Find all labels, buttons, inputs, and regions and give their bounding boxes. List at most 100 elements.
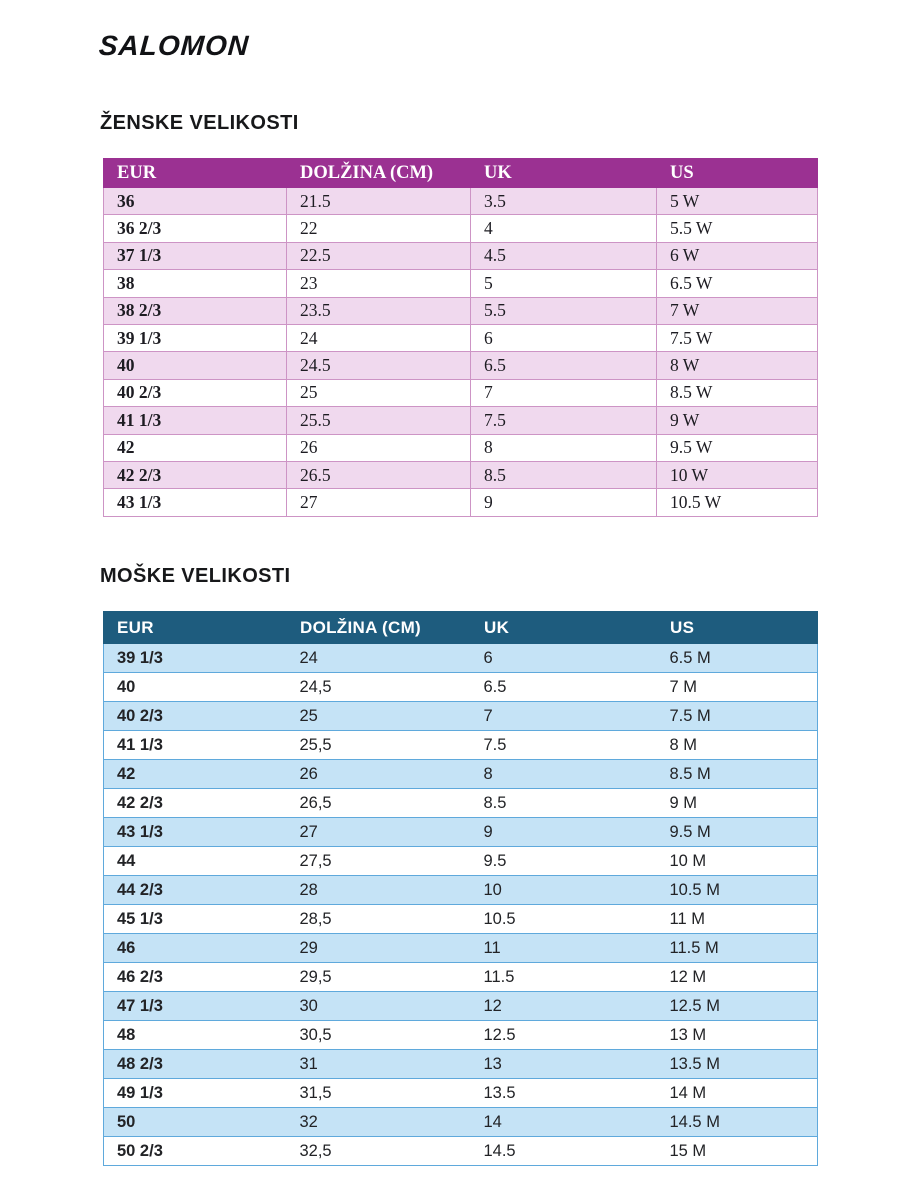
length-cm-cell: 26 — [286, 433, 471, 462]
eur-size-cell: 50 2/3 — [103, 1136, 287, 1166]
length-cm-cell: 27,5 — [286, 846, 471, 876]
table-row: 40 24,5 6.5 7 M — [103, 672, 818, 702]
table-row: 45 1/3 28,5 10.5 11 M — [103, 904, 818, 934]
uk-size-cell: 5 — [470, 269, 657, 298]
table-row: 41 1/3 25,5 7.5 8 M — [103, 730, 818, 760]
us-size-cell: 14.5 M — [656, 1107, 818, 1137]
col-header-eur: EUR — [103, 158, 287, 188]
eur-size-cell: 42 — [103, 759, 287, 789]
us-size-cell: 12.5 M — [656, 991, 818, 1021]
col-header-uk: UK — [470, 158, 657, 188]
table-row: 42 26 8 9.5 W — [103, 433, 818, 462]
women-sizes-title: ŽENSKE VELIKOSTI — [100, 112, 299, 134]
men-sizes-title: MOŠKE VELIKOSTI — [100, 565, 291, 587]
uk-size-cell: 13.5 — [470, 1078, 657, 1108]
us-size-cell: 7.5 W — [656, 323, 818, 353]
length-cm-cell: 25 — [286, 378, 471, 408]
table-row: 47 1/3 30 12 12.5 M — [103, 991, 818, 1021]
eur-size-cell: 43 1/3 — [103, 817, 287, 847]
length-cm-cell: 24,5 — [286, 672, 471, 702]
table-row: 40 24.5 6.5 8 W — [103, 351, 818, 380]
length-cm-cell: 21.5 — [286, 186, 471, 216]
length-cm-cell: 30,5 — [286, 1020, 471, 1050]
us-size-cell: 8.5 M — [656, 759, 818, 789]
us-size-cell: 8.5 W — [656, 378, 818, 408]
us-size-cell: 6.5 M — [656, 643, 818, 673]
length-cm-cell: 26 — [286, 759, 471, 789]
header-row: EUR DOLŽINA (CM) UK US — [103, 611, 818, 644]
length-cm-cell: 31 — [286, 1049, 471, 1079]
us-size-cell: 9.5 M — [656, 817, 818, 847]
length-cm-cell: 25 — [286, 701, 471, 731]
table-row: 46 29 11 11.5 M — [103, 933, 818, 963]
table-row: 44 27,5 9.5 10 M — [103, 846, 818, 876]
table-row: 44 2/3 28 10 10.5 M — [103, 875, 818, 905]
eur-size-cell: 39 1/3 — [103, 643, 287, 673]
us-size-cell: 5.5 W — [656, 214, 818, 243]
table-row: 41 1/3 25.5 7.5 9 W — [103, 406, 818, 435]
uk-size-cell: 9.5 — [470, 846, 657, 876]
header-row: EUR DOLŽINA (CM) UK US — [103, 158, 818, 188]
men-size-table: EUR DOLŽINA (CM) UK US 39 1/3 24 6 6.5 M 40 2… — [103, 611, 818, 1166]
length-cm-cell: 25.5 — [286, 406, 471, 435]
us-size-cell: 11 M — [656, 904, 818, 934]
us-size-cell: 10 W — [656, 460, 818, 490]
uk-size-cell: 4.5 — [470, 241, 657, 271]
eur-size-cell: 48 — [103, 1020, 287, 1050]
eur-size-cell: 47 1/3 — [103, 991, 287, 1021]
uk-size-cell: 11 — [470, 933, 657, 963]
table-row: 48 30,5 12.5 13 M — [103, 1020, 818, 1050]
length-cm-cell: 25,5 — [286, 730, 471, 760]
table-row: 39 1/3 24 6 6.5 M — [103, 643, 818, 673]
eur-size-cell: 42 2/3 — [103, 788, 287, 818]
eur-size-cell: 46 — [103, 933, 287, 963]
length-cm-cell: 30 — [286, 991, 471, 1021]
eur-size-cell: 40 — [103, 351, 287, 380]
women-table-header: EUR DOLŽINA (CM) UK US — [103, 158, 818, 188]
us-size-cell: 10 M — [656, 846, 818, 876]
uk-size-cell: 7.5 — [470, 730, 657, 760]
eur-size-cell: 36 2/3 — [103, 214, 287, 243]
table-row: 40 2/3 25 7 8.5 W — [103, 378, 818, 408]
uk-size-cell: 10.5 — [470, 904, 657, 934]
eur-size-cell: 42 — [103, 433, 287, 462]
us-size-cell: 13.5 M — [656, 1049, 818, 1079]
uk-size-cell: 11.5 — [470, 962, 657, 992]
eur-size-cell: 44 — [103, 846, 287, 876]
men-table-body: 39 1/3 24 6 6.5 M 40 24,5 6.5 7 M 40 2/3 25 7 7.5 M… — [103, 643, 818, 1166]
eur-size-cell: 40 2/3 — [103, 701, 287, 731]
table-row: 39 1/3 24 6 7.5 W — [103, 323, 818, 353]
table-row: 49 1/3 31,5 13.5 14 M — [103, 1078, 818, 1108]
men-table-header: EUR DOLŽINA (CM) UK US — [103, 611, 818, 644]
us-size-cell: 9 M — [656, 788, 818, 818]
uk-size-cell: 12.5 — [470, 1020, 657, 1050]
length-cm-cell: 26,5 — [286, 788, 471, 818]
uk-size-cell: 5.5 — [470, 296, 657, 325]
length-cm-cell: 31,5 — [286, 1078, 471, 1108]
table-row: 43 1/3 27 9 9.5 M — [103, 817, 818, 847]
length-cm-cell: 29,5 — [286, 962, 471, 992]
eur-size-cell: 40 2/3 — [103, 378, 287, 408]
uk-size-cell: 8.5 — [470, 788, 657, 818]
length-cm-cell: 23.5 — [286, 296, 471, 325]
us-size-cell: 6 W — [656, 241, 818, 271]
eur-size-cell: 42 2/3 — [103, 460, 287, 490]
uk-size-cell: 8 — [470, 433, 657, 462]
uk-size-cell: 3.5 — [470, 186, 657, 216]
eur-size-cell: 41 1/3 — [103, 406, 287, 435]
eur-size-cell: 39 1/3 — [103, 323, 287, 353]
length-cm-cell: 32,5 — [286, 1136, 471, 1166]
table-row: 40 2/3 25 7 7.5 M — [103, 701, 818, 731]
eur-size-cell: 49 1/3 — [103, 1078, 287, 1108]
table-row: 37 1/3 22.5 4.5 6 W — [103, 241, 818, 271]
length-cm-cell: 22 — [286, 214, 471, 243]
eur-size-cell: 38 — [103, 269, 287, 298]
uk-size-cell: 10 — [470, 875, 657, 905]
us-size-cell: 15 M — [656, 1136, 818, 1166]
length-cm-cell: 26.5 — [286, 460, 471, 490]
us-size-cell: 5 W — [656, 186, 818, 216]
col-header-us: US — [656, 611, 818, 644]
length-cm-cell: 24 — [286, 323, 471, 353]
uk-size-cell: 6.5 — [470, 672, 657, 702]
